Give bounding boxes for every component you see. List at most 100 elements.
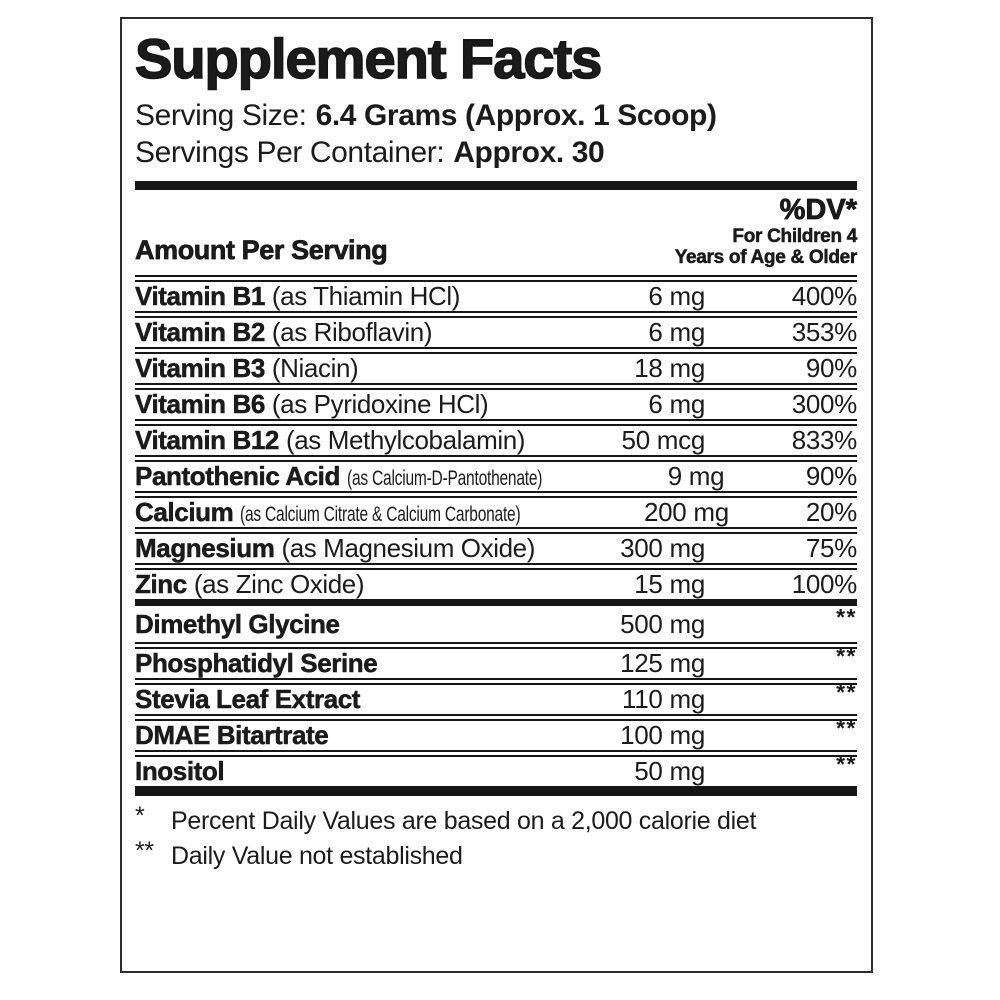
dv-cell: 400% — [791, 281, 858, 312]
dv-cell: 353% — [791, 317, 858, 348]
panel-title: Supplement Facts — [134, 27, 603, 90]
nutrient-name-cell: Vitamin B12 (as Methylcobalamin) — [135, 425, 575, 456]
table-row-magnesium: Magnesium (as Magnesium Oxide) 300 mg 75% — [135, 527, 857, 564]
nutrient-desc: (as Thiamin HCl) — [271, 281, 461, 312]
table-header: Amount Per Serving %DV* For Children 4 Y… — [135, 190, 858, 275]
nutrient-name: DMAE Bitartrate — [135, 720, 329, 751]
amount-cell: 300 mg — [620, 533, 705, 564]
nutrient-name: Stevia Leaf Extract — [135, 684, 361, 715]
servings-per-container-value: Approx. 30 — [453, 136, 605, 170]
nutrient-name: Zinc — [135, 569, 188, 600]
amount-cell: 6 mg — [648, 281, 705, 312]
supplement-facts-panel: Supplement Facts Serving Size: 6.4 Grams … — [120, 17, 873, 973]
footnote-not-established: ** Daily Value not established — [135, 837, 857, 874]
amount-cell: 9 mg — [667, 461, 725, 492]
nutrient-name: Magnesium — [135, 533, 275, 564]
nutrient-desc: (as Calcium Citrate & Calcium Carbonate) — [240, 503, 521, 527]
dv-subheader-line1: For Children 4 — [732, 226, 857, 248]
nutrient-desc: (as Methylcobalamin) — [285, 425, 526, 456]
amount-cell: 18 mg — [634, 353, 705, 384]
nutrient-name: Vitamin B12 — [135, 425, 280, 456]
nutrient-name-cell: Vitamin B6 (as Pyridoxine HCl) — [135, 389, 575, 420]
nutrient-desc: (as Riboflavin) — [271, 317, 433, 348]
footnote-daily-values: * Percent Daily Values are based on a 2,… — [135, 802, 857, 839]
nutrient-desc: (as Zinc Oxide) — [193, 569, 365, 600]
thick-divider-top — [135, 181, 857, 191]
nutrient-name-cell: Calcium (as Calcium Citrate & Calcium Car… — [135, 497, 619, 528]
nutrient-name-cell: Phosphatidyl Serine — [135, 648, 575, 679]
footnote-text: Percent Daily Values are based on a 2,00… — [171, 807, 757, 836]
amount-per-serving-header: Amount Per Serving — [135, 235, 388, 266]
nutrient-desc: (Niacin) — [271, 353, 359, 384]
nutrient-name: Vitamin B6 — [135, 389, 266, 420]
dv-cell: ** — [836, 603, 857, 630]
nutrient-name-cell: Zinc (as Zinc Oxide) — [135, 569, 575, 600]
amount-cell: 6 mg — [648, 389, 705, 420]
amount-cell: 100 mg — [620, 720, 705, 751]
nutrient-desc: (as Pyridoxine HCl) — [271, 389, 489, 420]
table-row-dimethyl-glycine: Dimethyl Glycine 500 mg ** — [135, 603, 857, 642]
table-row-calcium: Calcium (as Calcium Citrate & Calcium Car… — [135, 491, 857, 528]
table-row-vitamin-b3: Vitamin B3 (Niacin) 18 mg 90% — [135, 347, 857, 384]
table-row-dmae-bitartrate: DMAE Bitartrate 100 mg ** — [135, 714, 857, 751]
nutrient-name-cell: Magnesium (as Magnesium Oxide) — [135, 533, 575, 564]
dv-cell: 90% — [805, 353, 857, 384]
table-row-vitamin-b1: Vitamin B1 (as Thiamin HCl) 6 mg 400% — [135, 275, 858, 312]
amount-cell: 50 mg — [634, 756, 705, 787]
nutrient-name-cell: Inositol — [135, 756, 575, 787]
amount-cell: 6 mg — [648, 317, 705, 348]
serving-size-label: Serving Size: — [135, 99, 307, 133]
nutrient-name-cell: Vitamin B1 (as Thiamin HCl) — [135, 281, 575, 312]
nutrient-name: Vitamin B1 — [135, 281, 266, 312]
servings-per-container-label: Servings Per Container: — [135, 136, 445, 170]
dv-cell: ** — [836, 751, 857, 778]
table-row-vitamin-b2: Vitamin B2 (as Riboflavin) 6 mg 353% — [135, 311, 858, 348]
dv-cell: 90% — [805, 461, 857, 492]
dv-header: %DV* — [779, 194, 857, 227]
amount-cell: 15 mg — [634, 569, 705, 600]
nutrient-desc: (as Magnesium Oxide) — [281, 533, 535, 564]
dv-cell: ** — [836, 643, 857, 670]
nutrient-name: Vitamin B2 — [135, 317, 266, 348]
nutrient-name: Vitamin B3 — [135, 353, 266, 384]
nutrient-name-cell: Vitamin B3 (Niacin) — [135, 353, 575, 384]
footnote-marker: * — [135, 802, 145, 831]
table-row-vitamin-b12: Vitamin B12 (as Methylcobalamin) 50 mcg 8… — [135, 419, 858, 456]
amount-cell: 500 mg — [620, 608, 705, 639]
amount-cell: 50 mcg — [621, 425, 706, 456]
nutrient-name-cell: DMAE Bitartrate — [135, 720, 575, 751]
thick-divider-bottom — [135, 786, 857, 797]
footnote-marker: ** — [135, 837, 154, 866]
amount-cell: 200 mg — [643, 497, 729, 528]
nutrient-name-cell: Stevia Leaf Extract — [135, 684, 575, 715]
amount-cell: 125 mg — [620, 648, 705, 679]
table-row-inositol: Inositol 50 mg ** — [135, 750, 857, 787]
thick-divider-middle — [135, 599, 857, 607]
nutrient-name: Phosphatidyl Serine — [135, 648, 378, 679]
table-row-phosphatidyl-serine: Phosphatidyl Serine 125 mg ** — [135, 642, 857, 679]
nutrient-name: Calcium — [135, 497, 234, 528]
dv-cell: ** — [836, 715, 857, 742]
dv-header-block: %DV* For Children 4 Years of Age & Older — [674, 194, 857, 269]
amount-cell: 110 mg — [622, 684, 705, 715]
dv-cell: 20% — [805, 497, 857, 528]
dv-cell: 100% — [791, 569, 858, 600]
dv-cell: ** — [836, 679, 857, 706]
servings-per-container-line: Servings Per Container: Approx. 30 — [135, 134, 857, 171]
footnotes: * Percent Daily Values are based on a 2,… — [135, 802, 857, 874]
footnote-text: Daily Value not established — [171, 842, 463, 871]
dv-cell: 75% — [805, 533, 857, 564]
nutrient-name: Dimethyl Glycine — [135, 608, 340, 640]
table-row-vitamin-b6: Vitamin B6 (as Pyridoxine HCl) 6 mg 300% — [135, 383, 858, 420]
nutrient-name: Inositol — [135, 756, 225, 787]
dv-subheader-line2: Years of Age & Older — [674, 247, 857, 269]
table-row-stevia-leaf-extract: Stevia Leaf Extract 110 mg ** — [135, 678, 857, 715]
nutrient-name-cell: Pantothenic Acid (as Calcium-D-Pantothena… — [135, 461, 611, 492]
table-row-zinc: Zinc (as Zinc Oxide) 15 mg 100% — [135, 563, 858, 600]
dv-cell: 833% — [791, 425, 858, 456]
serving-size-line: Serving Size: 6.4 Grams (Approx. 1 Scoop) — [135, 97, 857, 134]
nutrient-name-cell: Dimethyl Glycine — [135, 609, 575, 640]
dv-cell: 300% — [791, 389, 858, 420]
serving-size-value: 6.4 Grams (Approx. 1 Scoop) — [315, 99, 717, 133]
nutrient-desc: (as Calcium-D-Pantothenate) — [347, 467, 543, 491]
